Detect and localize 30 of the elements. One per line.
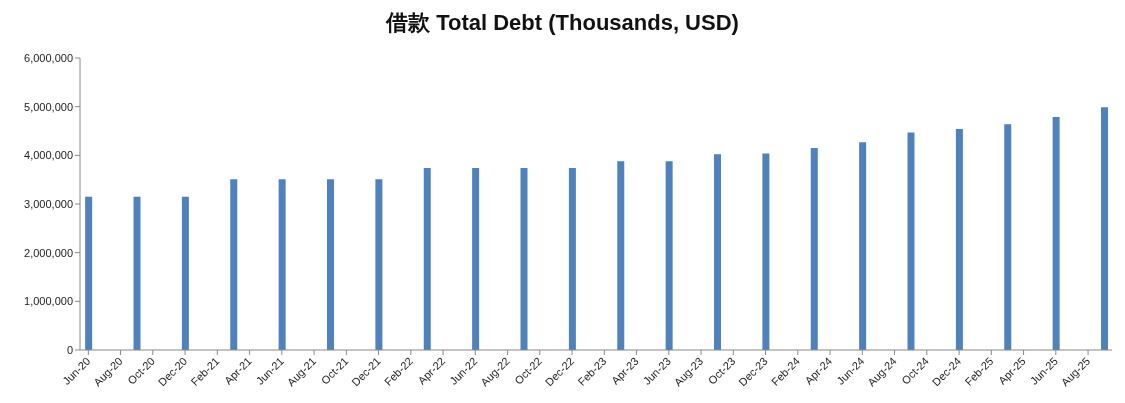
bar bbox=[327, 179, 335, 350]
y-tick-label: 2,000,000 bbox=[24, 246, 73, 259]
bar bbox=[520, 167, 528, 350]
bar bbox=[375, 179, 383, 350]
bar bbox=[133, 196, 141, 350]
bar bbox=[1004, 124, 1012, 350]
bar bbox=[568, 167, 576, 350]
bar bbox=[230, 179, 238, 350]
bar bbox=[859, 142, 867, 350]
y-tick-label: 0 bbox=[66, 343, 73, 356]
chart-title: 借款 Total Debt (Thousands, USD) bbox=[384, 9, 740, 37]
bar bbox=[762, 153, 770, 350]
y-tick-label: 6,000,000 bbox=[24, 51, 73, 64]
bar bbox=[810, 148, 818, 350]
y-tick-label: 3,000,000 bbox=[24, 197, 73, 210]
bar bbox=[472, 167, 480, 350]
bar bbox=[907, 132, 915, 350]
bar bbox=[714, 154, 722, 350]
bar bbox=[85, 196, 93, 350]
y-tick-label: 1,000,000 bbox=[24, 295, 73, 308]
bar bbox=[955, 129, 963, 350]
y-tick-label: 5,000,000 bbox=[24, 100, 73, 113]
bar bbox=[1052, 116, 1060, 350]
bar bbox=[1101, 107, 1109, 350]
bar bbox=[665, 161, 673, 350]
bar bbox=[617, 161, 625, 350]
bar bbox=[278, 179, 286, 350]
bar bbox=[181, 196, 189, 350]
y-tick-label: 4,000,000 bbox=[24, 149, 73, 162]
bar bbox=[423, 167, 431, 350]
